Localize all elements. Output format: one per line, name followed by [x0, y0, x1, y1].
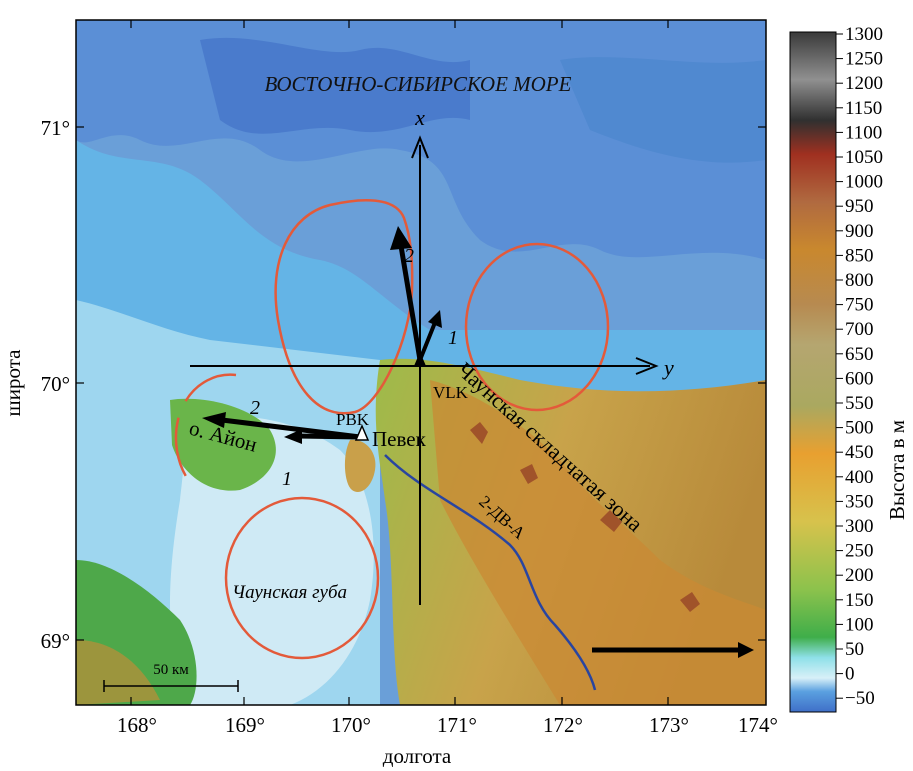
vlk-arrow-1-head	[428, 310, 442, 328]
colorbar-tick-label: 1150	[845, 98, 882, 119]
colorbar-tick-label: 850	[845, 245, 874, 266]
station-vlk-label: VLK	[433, 383, 469, 402]
vlk-arrow-2-label: 2	[404, 245, 414, 267]
vlk-marker	[414, 352, 426, 366]
pbk-marker	[354, 424, 370, 441]
map-area	[76, 20, 766, 705]
colorbar-tick-label: 500	[845, 418, 874, 439]
colorbar-tick-label: 700	[845, 319, 874, 340]
lat-label-70: 70°	[41, 372, 70, 396]
colorbar-tick-label: 1100	[845, 122, 882, 143]
ellipse-east	[464, 242, 610, 412]
colorbar-tick-label: 550	[845, 393, 874, 414]
lat-ticks	[76, 126, 766, 641]
colorbar-tick-label: 800	[845, 270, 874, 291]
colorbar-tick-label: 350	[845, 491, 874, 512]
colorbar-tick-label: 200	[845, 565, 874, 586]
axis-y-label: y	[662, 355, 674, 380]
lon-label-169: 169°	[225, 713, 265, 737]
colorbar-tick-label: 400	[845, 467, 874, 488]
colorbar-tick-label: 0	[845, 664, 855, 685]
colorbar-tick-label: 650	[845, 344, 874, 365]
colorbar-tick-label: 300	[845, 516, 874, 537]
colorbar-tick-label: 750	[845, 295, 874, 316]
colorbar-tick-label: 1050	[845, 147, 883, 168]
vlk-arrow-1	[418, 319, 438, 361]
colorbar-title: Высота в м	[885, 420, 909, 520]
colorbar-tick-label: 900	[845, 221, 874, 242]
station-pbk-label: PBK	[336, 410, 370, 429]
colorbar-tick-label: 150	[845, 590, 874, 611]
ellipse-bay	[224, 496, 380, 660]
colorbar-tick-label: 100	[845, 614, 874, 635]
colorbar-tick-label: 1000	[845, 172, 883, 193]
vlk-arrow-2	[397, 239, 423, 361]
colorbar-tick-label: −50	[845, 688, 875, 709]
lon-label-170: 170°	[331, 713, 371, 737]
lon-label-168: 168°	[117, 713, 157, 737]
colorbar-tick-label: 250	[845, 541, 874, 562]
ellipse-west-partial	[174, 373, 237, 483]
colorbar-tick-label: 1200	[845, 73, 883, 94]
direction-arrow-head	[738, 642, 754, 658]
land-southwest-hills	[76, 640, 160, 705]
fold-zone-highlands	[430, 380, 766, 705]
map-frame	[75, 19, 767, 706]
x-axis-title: долгота	[383, 744, 452, 768]
y-axis-title: широта	[1, 349, 25, 417]
colorbar-tick-label: 50	[845, 639, 864, 660]
sea-label: ВОСТОЧНО-СИБИРСКОЕ МОРЕ	[265, 72, 572, 96]
pbk-arrow-2-head	[202, 412, 226, 428]
axis-x-arrowhead	[411, 135, 429, 159]
lon-label-172: 172°	[543, 713, 583, 737]
bay-label: Чаунская губа	[232, 582, 347, 603]
mountain-peaks	[470, 422, 700, 612]
colorbar-tick-label: 950	[845, 196, 874, 217]
lat-label-69: 69°	[41, 629, 70, 653]
pbk-arrow-2-label: 2	[250, 397, 260, 419]
axis-x-label: x	[414, 105, 425, 130]
colorbar-tick-label: 600	[845, 368, 874, 389]
vlk-arrow-2-head	[390, 226, 412, 250]
colorbar-tick-label: 450	[845, 442, 874, 463]
lat-label-71: 71°	[41, 116, 70, 140]
pbk-arrow-1-head	[284, 429, 302, 444]
lon-label-173: 173°	[649, 713, 689, 737]
colorbar	[789, 31, 837, 713]
pevek-peninsula	[344, 439, 376, 492]
lon-label-174: 174°	[738, 713, 778, 737]
colorbar-tick-label: 1250	[845, 49, 883, 70]
deep-sea-patch	[200, 37, 470, 134]
deep-sea-patch	[560, 57, 766, 163]
pbk-arrow-1	[297, 433, 361, 440]
colorbar-tick-label: 1300	[845, 24, 883, 45]
scale-bar-label: 50 км	[153, 662, 189, 678]
pbk-arrow-1-label: 1	[282, 468, 292, 490]
ellipse-north	[274, 198, 414, 415]
vlk-arrow-1-label: 1	[448, 327, 458, 349]
colorbar-ticks: 1300125012001150110010501000950900850800…	[836, 24, 883, 709]
axis-y-arrowhead	[635, 357, 659, 375]
town-label: Певек	[372, 427, 427, 451]
lon-ticks	[130, 20, 669, 705]
lon-label-171: 171°	[437, 713, 477, 737]
profile-line-2dva	[384, 454, 597, 691]
